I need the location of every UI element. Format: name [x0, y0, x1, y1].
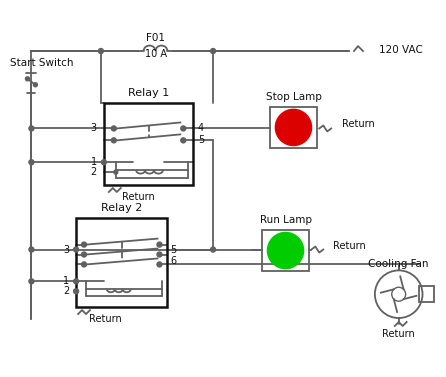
Circle shape [157, 252, 162, 257]
Text: 2: 2 [91, 167, 97, 177]
Circle shape [211, 247, 215, 252]
Circle shape [275, 109, 312, 146]
Text: 5: 5 [170, 245, 177, 254]
Circle shape [181, 138, 186, 143]
Text: 1: 1 [91, 157, 97, 167]
Circle shape [25, 77, 29, 81]
Circle shape [181, 126, 186, 131]
Circle shape [74, 247, 78, 252]
Text: 5: 5 [198, 135, 204, 146]
Circle shape [99, 49, 103, 54]
Circle shape [29, 247, 34, 252]
Circle shape [114, 170, 118, 174]
Circle shape [157, 262, 162, 267]
Circle shape [157, 242, 162, 247]
Text: Cooling Fan: Cooling Fan [368, 259, 429, 270]
Circle shape [112, 126, 116, 131]
Circle shape [33, 83, 37, 87]
Bar [76, 218, 167, 307]
Circle shape [29, 279, 34, 284]
Circle shape [74, 279, 78, 284]
Text: Return: Return [122, 192, 155, 202]
Text: Relay 1: Relay 1 [128, 88, 169, 98]
Text: 120 VAC: 120 VAC [379, 45, 423, 55]
Bar [104, 103, 193, 185]
Text: Return: Return [342, 120, 375, 129]
Circle shape [82, 262, 87, 267]
Text: Return: Return [382, 329, 415, 339]
Text: 4: 4 [197, 123, 203, 133]
Text: Stop Lamp: Stop Lamp [265, 92, 322, 102]
Circle shape [112, 138, 116, 143]
Bar [418, 286, 434, 302]
Bar [262, 230, 310, 271]
Circle shape [29, 126, 34, 131]
Circle shape [101, 160, 106, 165]
Text: Return: Return [90, 314, 122, 324]
Text: Relay 2: Relay 2 [101, 203, 142, 213]
Text: 3: 3 [63, 245, 69, 254]
Circle shape [82, 252, 87, 257]
Circle shape [268, 233, 304, 269]
Text: Start Switch: Start Switch [9, 58, 73, 68]
Text: Run Lamp: Run Lamp [260, 215, 312, 225]
Bar [270, 107, 317, 148]
Text: F01: F01 [146, 33, 165, 43]
Text: 6: 6 [170, 256, 177, 267]
Text: 1: 1 [63, 276, 69, 286]
Text: Return: Return [333, 241, 366, 251]
Circle shape [74, 289, 78, 294]
Text: 10 A: 10 A [145, 49, 166, 59]
Circle shape [82, 242, 87, 247]
Circle shape [29, 160, 34, 165]
Text: 3: 3 [91, 123, 97, 133]
Circle shape [211, 49, 215, 54]
Text: 2: 2 [63, 286, 69, 296]
